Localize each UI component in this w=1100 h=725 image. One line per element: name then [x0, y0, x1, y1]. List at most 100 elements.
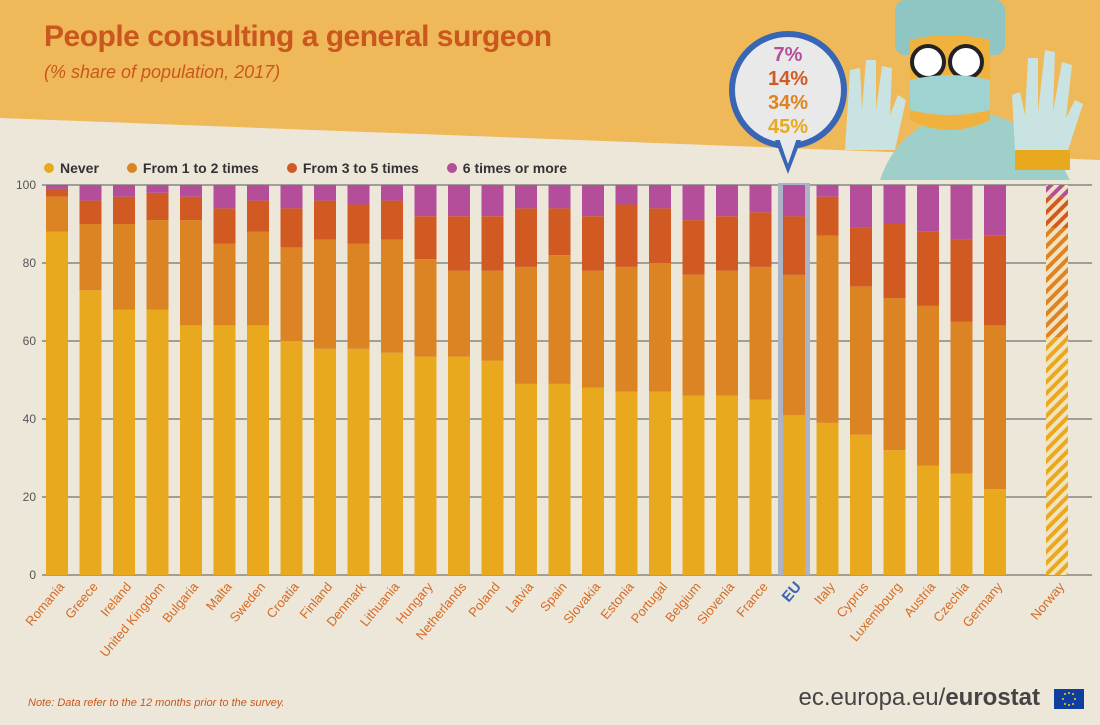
bar-segment — [1046, 227, 1068, 338]
x-tick-label: Portugal — [628, 579, 671, 626]
bar-segment — [515, 383, 537, 575]
bar-segment — [280, 341, 303, 575]
bar-segment — [816, 185, 839, 197]
surgeon-illustration — [845, 0, 1083, 180]
y-tick-label: 20 — [23, 490, 37, 504]
bar-segment — [716, 216, 738, 271]
footer-brand-name: eurostat — [945, 684, 1040, 711]
bar-segment — [816, 422, 839, 575]
legend-swatch-1-2 — [126, 163, 137, 173]
bar-segment — [448, 356, 470, 575]
bar-segment — [649, 208, 671, 263]
bar-segment — [247, 200, 269, 232]
y-tick-label: 0 — [29, 568, 36, 582]
bar-segment — [548, 383, 571, 575]
bubble-value-never: 45% — [767, 116, 809, 138]
bar-segment — [79, 185, 102, 201]
bar-segment — [850, 286, 872, 435]
bar-segment — [615, 266, 638, 392]
y-tick-label: 80 — [23, 256, 37, 270]
eu-callout-bubble — [729, 31, 847, 174]
x-tick-label: Italy — [811, 579, 838, 607]
bar-segment — [816, 235, 839, 423]
bar-segment — [347, 185, 370, 205]
bar-segment — [682, 395, 705, 575]
bar-segment — [79, 224, 102, 291]
bar-segment — [247, 325, 269, 575]
bar-segment — [414, 185, 437, 217]
legend-swatch-6-plus — [446, 163, 457, 173]
x-tick-label: Croatia — [263, 579, 302, 621]
bar-segment — [381, 200, 403, 240]
legend-item-6-plus: 6 times or more — [446, 160, 568, 176]
legend-item-1-2: From 1 to 2 times — [126, 160, 259, 176]
bar-segment — [1046, 196, 1068, 228]
bar-segment — [448, 185, 470, 217]
bar-segment — [615, 204, 638, 267]
bar-segment — [716, 185, 738, 217]
x-tick-label: Bulgaria — [159, 579, 202, 626]
bar-segment — [247, 185, 269, 201]
bar-segment — [582, 270, 604, 388]
x-tick-label: Poland — [465, 579, 503, 620]
bar-segment — [515, 266, 537, 384]
bar-segment — [917, 231, 939, 306]
legend-label: 6 times or more — [462, 160, 568, 176]
bar-segment — [213, 185, 236, 209]
eu-stars-icon — [1062, 692, 1076, 706]
bar-segment — [749, 185, 772, 213]
bar-segment — [381, 185, 403, 201]
bar-segment — [649, 185, 671, 209]
bar-segment — [783, 185, 805, 217]
bar-segment — [448, 270, 470, 357]
bar-segment — [146, 220, 169, 310]
bar-segment — [280, 185, 303, 209]
x-tick-label: France — [733, 579, 771, 620]
bar-segment — [46, 231, 68, 576]
bar-segment — [615, 185, 638, 205]
bar-segment — [79, 200, 102, 224]
bar-segment — [213, 208, 236, 244]
x-tick-label: EU — [779, 579, 805, 606]
bar-segment — [448, 216, 470, 271]
bar-segment — [280, 247, 303, 341]
bar-segment — [180, 196, 202, 221]
footnote: Note: Data refer to the 12 months prior … — [28, 697, 285, 709]
bar-segment — [314, 239, 336, 349]
bar-segment — [79, 290, 102, 575]
bar-segment — [950, 185, 973, 240]
bar-segment — [548, 208, 571, 256]
bubble-value-six-plus: 7% — [773, 44, 803, 66]
x-tick-label: Sweden — [227, 579, 269, 625]
bar-segment — [481, 360, 504, 575]
bar-segment — [582, 185, 604, 217]
bar-segment — [280, 208, 303, 248]
bar-segment — [113, 309, 135, 575]
bar-segment — [481, 185, 504, 217]
bar-segment — [46, 188, 68, 197]
bar-segment — [1046, 185, 1068, 197]
legend-label: From 3 to 5 times — [302, 160, 419, 176]
bar-segment — [1046, 337, 1068, 575]
legend-item-3-5: From 3 to 5 times — [286, 160, 419, 176]
bar-segment — [883, 185, 906, 224]
bar-segment — [414, 356, 437, 575]
bar-segment — [917, 465, 939, 575]
bar-segment — [783, 216, 805, 275]
bar-segment — [816, 196, 839, 236]
bar-segment — [381, 352, 403, 575]
bar-segment — [46, 185, 68, 189]
x-tick-label: Malta — [203, 579, 235, 614]
bar-segment — [883, 224, 906, 299]
bar-segment — [146, 309, 169, 575]
bar-segment — [883, 450, 906, 575]
bar-segment — [347, 243, 370, 349]
bar-segment — [615, 391, 638, 575]
bar-segment — [649, 263, 671, 392]
x-tick-label: Slovenia — [694, 579, 738, 627]
legend-label: Never — [60, 160, 99, 176]
chart-title: People consulting a general surgeon — [44, 20, 552, 53]
bar-segment — [180, 220, 202, 326]
bar-segment — [347, 204, 370, 244]
